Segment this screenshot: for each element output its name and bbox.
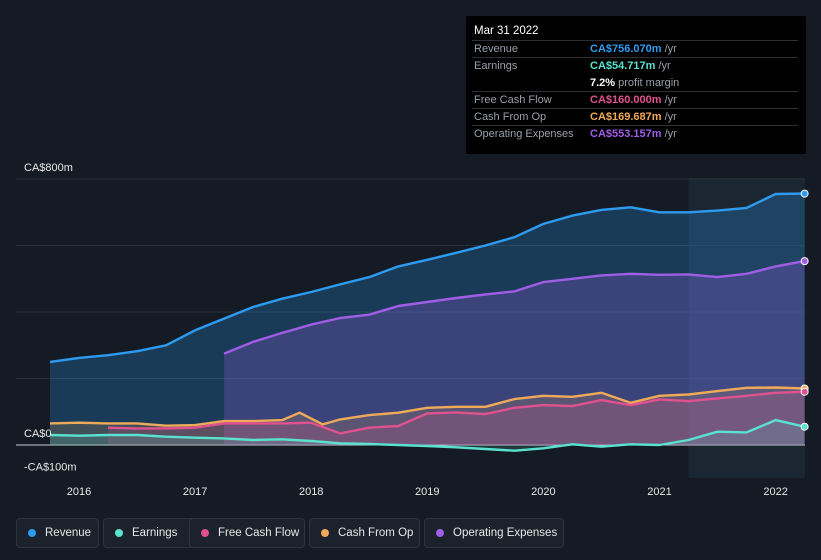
tooltip-label: Earnings (474, 60, 518, 72)
series-line-operating-expenses (223, 259, 805, 355)
legend-label: Operating Expenses (453, 527, 558, 539)
x-tick-label: 2018 (299, 486, 323, 498)
legend-item-free-cash-flow[interactable]: Free Cash Flow (189, 518, 305, 548)
legend-label: Revenue (45, 527, 92, 539)
x-tick-label: 2020 (531, 486, 555, 498)
x-tick-label: 2021 (647, 486, 671, 498)
series-line-cash-from-op (49, 386, 805, 427)
tooltip-row-earnings: Earnings CA$54.717m/yr 7.2% profit margi… (472, 57, 798, 92)
tooltip-unit: /yr (664, 43, 677, 55)
x-axis: 2016 2017 2018 2019 2020 2021 2022 (67, 486, 788, 498)
legend-item-cash-from-op[interactable]: Cash From Op (309, 518, 420, 548)
tooltip-row-operating-expenses: Operating Expenses CA$553.157m/yr (472, 125, 798, 143)
tooltip-value: CA$553.157m/yr (590, 128, 677, 140)
legend-item-revenue[interactable]: Revenue (16, 518, 99, 548)
legend-dot-icon (115, 529, 123, 537)
y-tick-label: -CA$100m (24, 461, 77, 473)
tooltip-date: Mar 31 2022 (474, 25, 539, 37)
series-area-earnings (50, 420, 805, 451)
y-tick-label: CA$0 (24, 428, 52, 440)
tooltip-unit: /yr (664, 128, 677, 140)
tooltip-label: Revenue (474, 43, 519, 55)
tooltip-row-cash-from-op: Cash From Op CA$169.687m/yr (472, 108, 798, 126)
legend-label: Cash From Op (338, 527, 414, 539)
series-line-earnings (49, 418, 805, 452)
y-axis: CA$800m CA$0 -CA$100m (24, 162, 77, 473)
endpoint-marker-free-cash-flow (800, 387, 809, 396)
series-layer (49, 192, 805, 452)
tooltip-label: Operating Expenses (474, 128, 574, 140)
y-tick-label: CA$800m (24, 162, 73, 174)
tooltip-unit: /yr (664, 94, 677, 106)
tooltip-unit: /yr (658, 60, 671, 72)
series-area-revenue (50, 193, 805, 445)
x-tick-label: 2016 (67, 486, 91, 498)
tooltip-value: CA$169.687m/yr (590, 111, 677, 123)
tooltip-value: CA$756.070m/yr (590, 43, 677, 55)
legend-dot-icon (201, 529, 209, 537)
series-line-revenue (49, 192, 805, 364)
tooltip-row-free-cash-flow: Free Cash Flow CA$160.000m/yr (472, 91, 798, 109)
x-tick-label: 2022 (763, 486, 787, 498)
legend-dot-icon (321, 529, 329, 537)
gridlines (16, 178, 805, 446)
legend-label: Free Cash Flow (218, 527, 300, 539)
tooltip-label: Free Cash Flow (474, 94, 552, 106)
legend-dot-icon (28, 529, 36, 537)
x-tick-label: 2019 (415, 486, 439, 498)
forecast-highlight-band (688, 178, 805, 478)
tooltip-unit: /yr (664, 111, 677, 123)
legend-item-operating-expenses[interactable]: Operating Expenses (424, 518, 564, 548)
endpoint-marker-operating-expenses (800, 257, 809, 266)
legend-label: Earnings (132, 527, 178, 539)
legend-dot-icon (436, 529, 444, 537)
tooltip-profit-margin: 7.2% profit margin (590, 77, 680, 89)
endpoint-marker-earnings (800, 422, 809, 431)
tooltip-value: CA$160.000m/yr (590, 94, 677, 106)
tooltip-panel: Mar 31 2022 Revenue CA$756.070m/yr Earni… (466, 16, 806, 154)
tooltip-label: Cash From Op (474, 111, 547, 123)
x-tick-label: 2017 (183, 486, 207, 498)
legend-item-earnings[interactable]: Earnings (103, 518, 201, 548)
tooltip-value: CA$54.717m/yr (590, 60, 671, 72)
endpoint-marker-revenue (800, 189, 809, 198)
tooltip-row-revenue: Revenue CA$756.070m/yr (472, 40, 798, 58)
series-endpoints (800, 189, 809, 431)
series-line-free-cash-flow (107, 390, 805, 435)
